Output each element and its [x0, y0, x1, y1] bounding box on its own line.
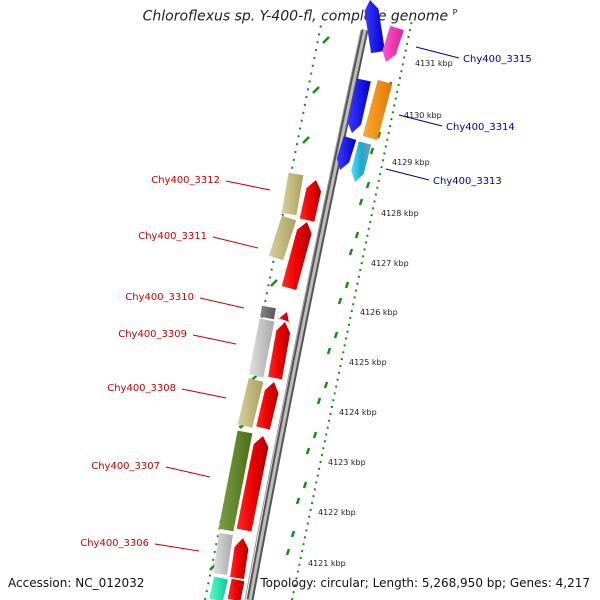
gene-block-chy400-3306[interactable] — [213, 532, 233, 576]
minor-tick — [323, 381, 329, 389]
gene-label-left[interactable]: Chy400_3311 — [138, 231, 207, 242]
tick-label: 4123 kbp — [328, 458, 366, 467]
gene-label-left[interactable]: Chy400_3309 — [118, 329, 187, 340]
tick-mark — [358, 198, 364, 206]
tick-mark — [369, 147, 375, 155]
gene-label-right[interactable]: Chy400_3313 — [433, 176, 502, 187]
label-leader — [398, 114, 443, 127]
backbone — [244, 29, 369, 600]
gene-label-left[interactable]: Chy400_3308 — [107, 383, 176, 394]
gene-arrow-chy400-3306[interactable] — [230, 538, 249, 580]
gene-block-chy400-3310[interactable] — [260, 305, 276, 320]
gene-block-chy400-3313[interactable] — [351, 141, 372, 182]
gene-block-chy400-3309[interactable] — [248, 318, 275, 378]
minor-tick — [312, 431, 318, 439]
minor-tick — [376, 131, 382, 139]
gene-block-chy400-3307[interactable] — [218, 430, 253, 532]
tick-label: 4125 kbp — [349, 358, 387, 367]
tick-label: 4130 kbp — [404, 111, 442, 120]
minor-tick — [344, 281, 350, 289]
tick-mark — [337, 297, 343, 305]
minor-tick — [290, 530, 296, 538]
inner-tick — [312, 86, 320, 94]
tick-mark — [295, 497, 301, 505]
gene-arrow-chy400-3307[interactable] — [236, 436, 269, 532]
label-leader — [154, 543, 200, 552]
gene-block-chy400-3311[interactable] — [268, 215, 297, 261]
gene-block-chy400-3315[interactable] — [382, 25, 404, 62]
tick-label: 4127 kbp — [371, 259, 409, 268]
label-leader — [385, 168, 430, 181]
tick-label: 4126 kbp — [360, 308, 398, 317]
label-leader — [225, 180, 271, 191]
tick-label: 4124 kbp — [339, 408, 377, 417]
gene-label-left[interactable]: Chy400_3312 — [151, 175, 220, 186]
label-leader — [415, 46, 460, 59]
tick-label: 4122 kbp — [318, 508, 356, 517]
label-leader — [212, 236, 259, 249]
gene-block-teal[interactable] — [209, 576, 228, 600]
gene-arrow-chy400-3309[interactable] — [268, 322, 291, 380]
backbone-edge — [244, 29, 362, 600]
gene-block-chy400-3308[interactable] — [237, 378, 264, 428]
accession-text: Accession: NC_012032 — [8, 576, 145, 590]
gene-block-chy400-3314[interactable] — [362, 80, 393, 140]
minor-tick — [302, 481, 308, 489]
tick-mark — [285, 548, 291, 556]
tick-label: 4129 kbp — [392, 158, 430, 167]
gene-arrow-chy400-3312[interactable] — [299, 180, 322, 222]
minor-tick — [354, 231, 360, 239]
gene-label-left[interactable]: Chy400_3310 — [125, 292, 194, 303]
minor-tick — [333, 331, 339, 339]
label-leader — [165, 466, 211, 478]
label-layer: Chy400_3312 Chy400_3311 Chy400_3310 Chy400_… — [80, 46, 532, 552]
label-leader — [192, 334, 237, 345]
label-leader — [181, 388, 227, 399]
topology-text: Topology: circular; Length: 5,268,950 bp… — [260, 576, 590, 590]
gene-label-left[interactable]: Chy400_3307 — [91, 461, 160, 472]
gene-arrow-blue-3[interactable] — [364, 0, 385, 54]
tick-label: 4121 kbp — [308, 559, 346, 568]
gene-label-right[interactable]: Chy400_3315 — [463, 54, 532, 65]
gene-label-right[interactable]: Chy400_3314 — [446, 122, 515, 133]
inner-tick — [270, 279, 278, 287]
gene-block-chy400-3312[interactable] — [281, 172, 304, 216]
gene-arrow-chy400-3311[interactable] — [281, 222, 312, 290]
gene-layer — [209, 0, 404, 600]
inner-tick — [302, 136, 310, 144]
title-marker: P — [452, 8, 458, 17]
inner-tick — [322, 36, 330, 44]
gene-label-left[interactable]: Chy400_3306 — [80, 538, 149, 549]
tick-mark — [348, 248, 354, 256]
tick-label: 4131 kbp — [415, 59, 453, 68]
tick-label: 4128 kbp — [381, 209, 419, 218]
gene-arrow-chy400-3308[interactable] — [256, 382, 279, 430]
label-leader — [199, 297, 245, 309]
backbone-highlight — [248, 29, 367, 600]
tick-mark — [305, 447, 311, 455]
gene-arrow-chy400-3310[interactable] — [277, 312, 290, 324]
gene-arrow-blue-1[interactable] — [336, 136, 357, 170]
tick-ring: 4121 kbp 4122 kbp 4123 kbp 4124 kbp 4125 kbp… — [204, 19, 453, 600]
tick-mark — [326, 347, 332, 355]
minor-tick — [365, 181, 371, 189]
gene-arrow-red[interactable] — [227, 578, 245, 600]
tick-mark — [316, 397, 322, 405]
gene-arrow-blue-2[interactable] — [347, 78, 371, 133]
